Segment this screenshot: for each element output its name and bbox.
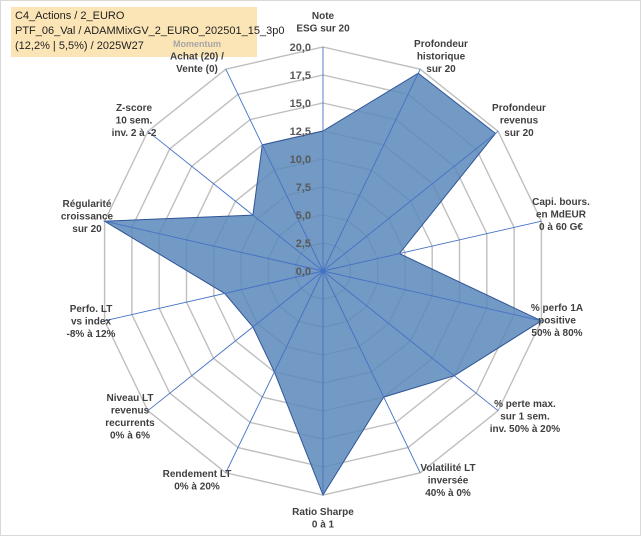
axis-spoke [322,270,542,322]
axis-spoke [104,220,324,272]
title-line-1: C4_Actions / 2_EURO [15,10,125,22]
axis-label: Régularité croissance sur 20 [61,199,114,235]
axis-spoke [322,270,499,412]
title-line-3: (12,2% | 5,5%) / 2025W27 [15,40,144,52]
axis-spoke [322,270,421,473]
axis-spoke [225,270,324,473]
axis-label: Momentum Achat (20) / Vente (0) [170,39,224,75]
axis-label: Profondeur historique sur 20 [414,39,468,75]
r-tick-label: 12,5 [290,126,311,138]
chart-title-box: C4_Actions / 2_EURO PTF_06_Val / ADAMMix… [11,7,285,57]
axis-spoke [322,220,542,272]
axis-label: % perfo 1A positive 50% à 80% [531,303,583,339]
axis-spoke [147,130,324,272]
r-tick-label: 7,5 [296,182,311,194]
r-tick-label: 0,0 [296,266,311,278]
r-tick-label: 17,5 [290,70,311,82]
axis-spoke [104,270,324,322]
r-tick-label: 10,0 [290,154,311,166]
axis-label: Capi. bours. en MdEUR 0 à 60 G€ [532,197,590,233]
axis-label: Note ESG sur 20 [296,11,350,35]
axis-label: Ratio Sharpe 0 à 1 [292,507,354,531]
axis-label: Volatilité LT inversée 40% à 0% [420,463,475,499]
title-line-2: PTF_06_Val / ADAMMixGV_2_EURO_202501_15_… [15,25,285,37]
r-tick-label: 5,0 [296,210,311,222]
axis-spoke [225,69,324,272]
axis-spoke [147,270,324,412]
axis-label: Profondeur revenus sur 20 [492,103,546,139]
axis-spoke [322,69,421,272]
axis-label: Perfo. LT vs index -8% à 12% [67,304,116,340]
axis-label: Niveau LT revenus recurrents 0% à 6% [105,393,155,442]
axis-label: Z-score 10 sem. inv. 2 à -2 [112,103,157,139]
r-tick-label: 20,0 [290,42,311,54]
r-tick-label: 15,0 [290,98,311,110]
axis-spoke [322,130,499,272]
axis-label: Rendement LT 0% à 20% [163,469,232,493]
axis-label: % perte max. sur 1 sem. inv. 50% à 20% [490,399,561,435]
r-tick-label: 2,5 [296,238,311,250]
